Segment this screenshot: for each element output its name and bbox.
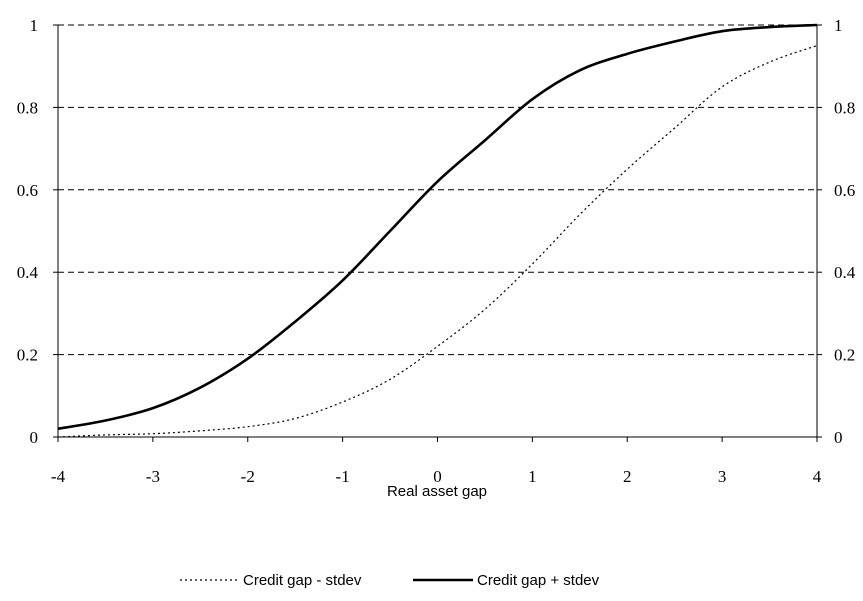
- y-tick-label-left: 0.4: [17, 263, 39, 282]
- y-tick-labels-right: 0 0.2 0.4 0.6 0.8 1: [834, 16, 856, 447]
- y-tick-label-left: 0.2: [17, 346, 38, 365]
- legend-label-credit-gap-plus-stdev: Credit gap + stdev: [477, 572, 600, 589]
- x-tick-label: 3: [718, 467, 727, 486]
- y-tick-label-left: 1: [30, 16, 39, 35]
- y-tick-label-right: 0.6: [834, 181, 855, 200]
- series-line-credit-gap-minus-stdev: [57, 45, 818, 438]
- y-tick-label-right: 0.8: [834, 98, 855, 117]
- x-tick-labels: -4 -3 -2 -1 0 1 2 3 4: [51, 467, 822, 486]
- y-tick-label-right: 0: [834, 428, 843, 447]
- x-tick-label: -2: [241, 467, 255, 486]
- tick-marks: [53, 24, 822, 442]
- y-tick-label-right: 1: [834, 16, 843, 35]
- y-tick-label-left: 0.6: [17, 181, 38, 200]
- x-tick-label: -4: [51, 467, 66, 486]
- y-tick-label-right: 0.4: [834, 263, 856, 282]
- y-tick-label-right: 0.2: [834, 346, 855, 365]
- gridlines: [58, 24, 817, 356]
- x-axis-label: Real asset gap: [387, 483, 487, 500]
- x-tick-label: 1: [528, 467, 537, 486]
- series-lines: [57, 23, 818, 438]
- y-tick-labels-left: 0 0.2 0.4 0.6 0.8 1: [17, 16, 39, 447]
- x-tick-label: 0: [433, 467, 442, 486]
- legend: Credit gap - stdev Credit gap + stdev: [180, 572, 600, 589]
- x-tick-label: 2: [623, 467, 632, 486]
- series-line-credit-gap-plus-stdev: [57, 23, 818, 431]
- y-tick-label-left: 0.8: [17, 98, 38, 117]
- legend-label-credit-gap-minus-stdev: Credit gap - stdev: [243, 572, 362, 589]
- x-tick-label: -3: [146, 467, 160, 486]
- x-tick-label: 4: [813, 467, 822, 486]
- x-tick-label: -1: [336, 467, 350, 486]
- y-tick-label-left: 0: [30, 428, 39, 447]
